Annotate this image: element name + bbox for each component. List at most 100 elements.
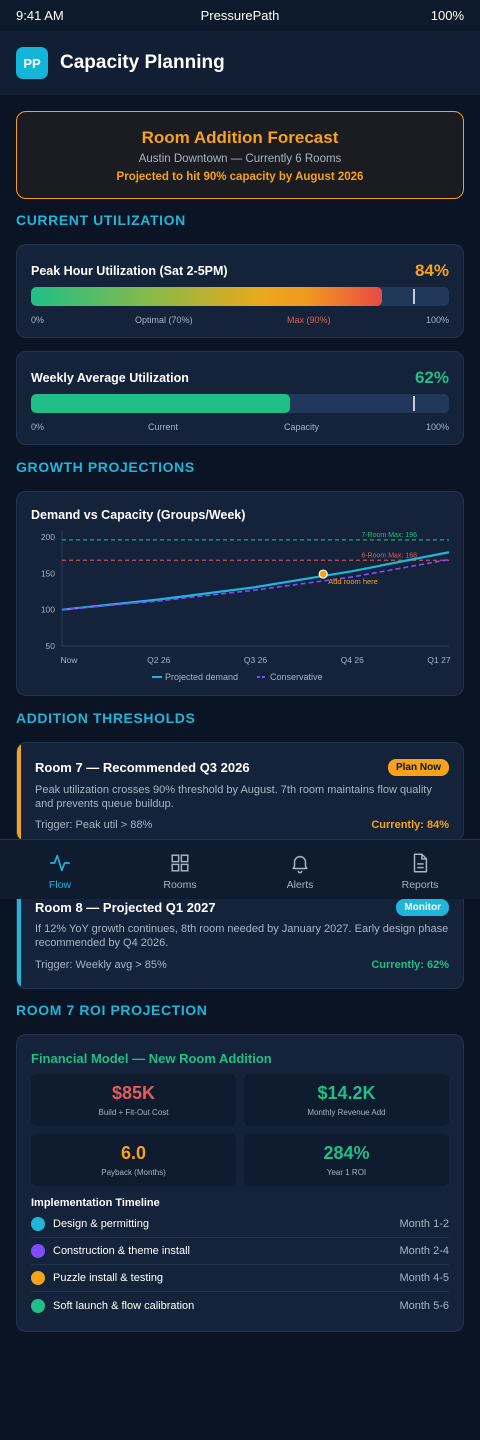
peak-scale-labels: 0% Optimal (70%) Max (90%) 100% [31, 315, 449, 327]
timeline-months: Month 2-4 [399, 1245, 449, 1257]
monitor-badge[interactable]: Monitor [396, 899, 449, 916]
stat-label: Year 1 ROI [326, 1168, 367, 1177]
nav-item-reports[interactable]: Reports [360, 840, 480, 899]
stat-value: $85K [111, 1083, 156, 1103]
timeline-title: Implementation Timeline [31, 1197, 160, 1209]
weekly-scale-capacity: Capacity [284, 422, 320, 432]
nav-label-reports: Reports [401, 879, 439, 891]
roi-card-title: Financial Model — New Room Addition [31, 1051, 272, 1066]
timeline-dot [31, 1244, 45, 1258]
stat-monthly-revenue: $14.2K Monthly Revenue Add [244, 1074, 449, 1126]
threshold-current: Currently: 62% [371, 959, 449, 971]
weekly-utilization-card: Weekly Average Utilization 62% 0% Curren… [16, 351, 464, 445]
threshold-card-room-7[interactable]: Room 7 — Recommended Q3 2026 Plan Now Pe… [16, 742, 464, 842]
timeline-step: Soft launch & flow calibration [53, 1299, 195, 1312]
weekly-scale-labels: 0% Current Capacity 100% [31, 422, 449, 434]
threshold-title: Room 8 — Projected Q1 2027 [35, 900, 216, 915]
peak-scale-min: 0% [31, 315, 45, 325]
weekly-scale-min: 0% [31, 422, 45, 432]
series-line [61, 551, 450, 611]
annotation-marker [318, 569, 328, 579]
peak-scale-max: Max (90%) [287, 315, 331, 325]
timeline-row: Puzzle install & testing Month 4-5 [31, 1265, 449, 1292]
grid-icon [171, 854, 189, 872]
threshold-trigger: Trigger: Peak util > 88% [35, 819, 153, 831]
y-tick-label: 50 [46, 641, 56, 651]
peak-scale-full: 100% [425, 315, 449, 325]
section-title-roi: ROOM 7 ROI PROJECTION [16, 1002, 208, 1018]
annotation-label: Add room here [328, 577, 378, 586]
y-tick-label: 200 [41, 532, 55, 542]
status-battery: 100% [430, 8, 464, 23]
legend-label: Conservative [270, 672, 323, 682]
demand-capacity-chart: 200 150 100 50 Now Q2 26 Q3 26 Q4 26 Q1 27 7-Room… [41, 531, 451, 682]
timeline-months: Month 4-5 [399, 1272, 449, 1284]
page-title: Capacity Planning [60, 52, 225, 73]
stat-value: 284% [323, 1143, 370, 1163]
reference-line-label: 7-Room Max: 196 [361, 532, 417, 539]
timeline-row: Soft launch & flow calibration Month 5-6 [31, 1292, 449, 1319]
activity-icon [50, 854, 70, 872]
weekly-utilization-bar [31, 394, 449, 413]
app-header: PP Capacity Planning [0, 31, 480, 95]
timeline-row: Design & permitting Month 1-2 [31, 1211, 449, 1238]
app-logo[interactable]: PP [16, 47, 48, 79]
timeline-step: Puzzle install & testing [53, 1272, 164, 1284]
plan-now-badge[interactable]: Plan Now [387, 759, 449, 776]
status-app-name: PressurePath [200, 8, 280, 23]
timeline-dot [31, 1217, 45, 1231]
stat-value: $14.2K [317, 1083, 376, 1103]
x-tick-label: Now [60, 655, 78, 665]
reference-line-label: 6-Room Max: 168 [361, 552, 417, 559]
y-tick-label: 150 [41, 568, 55, 578]
stat-year1-roi: 284% Year 1 ROI [244, 1134, 449, 1186]
peak-utilization-bar [31, 287, 449, 306]
timeline-months: Month 1-2 [399, 1218, 449, 1230]
nav-label-flow: Flow [48, 879, 72, 891]
threshold-accent [17, 743, 21, 841]
forecast-banner: Room Addition Forecast Austin Downtown —… [16, 111, 464, 199]
peak-scale-optimal: Optimal (70%) [135, 315, 193, 325]
nav-label-alerts: Alerts [286, 879, 314, 891]
y-tick-label: 100 [41, 605, 55, 615]
peak-max-marker [413, 289, 416, 304]
nav-item-rooms[interactable]: Rooms [120, 840, 240, 899]
peak-utilization-card: Peak Hour Utilization (Sat 2-5PM) 84% 0%… [16, 244, 464, 338]
x-tick-label: Q3 26 [244, 655, 267, 665]
timeline-months: Month 5-6 [399, 1299, 449, 1312]
threshold-description: If 12% YoY growth continues, 8th room ne… [35, 923, 449, 949]
peak-utilization-value: 84% [414, 261, 449, 280]
stat-label: Build + Fit-Out Cost [98, 1108, 169, 1117]
timeline-dot [31, 1271, 45, 1285]
x-tick-label: Q4 26 [341, 655, 364, 665]
nav-item-alerts[interactable]: Alerts [240, 840, 360, 899]
stat-value: 6.0 [120, 1143, 147, 1163]
forecast-title: Room Addition Forecast [141, 128, 339, 147]
nav-item-flow[interactable]: Flow [0, 840, 120, 899]
timeline-step: Design & permitting [53, 1218, 149, 1230]
weekly-scale-current: Current [148, 422, 179, 432]
threshold-trigger: Trigger: Weekly avg > 85% [35, 959, 167, 971]
bell-icon [292, 855, 308, 874]
weekly-scale-full: 100% [425, 422, 449, 432]
threshold-current: Currently: 84% [371, 819, 449, 831]
status-bar: 9:41 AM PressurePath 100% [0, 0, 480, 31]
threshold-description: Peak utilization crosses 90% threshold b… [35, 784, 432, 810]
nav-label-rooms: Rooms [163, 879, 197, 891]
weekly-utilization-value: 62% [414, 368, 449, 387]
section-title-growth: GROWTH PROJECTIONS [16, 459, 195, 475]
x-tick-label: Q2 26 [147, 655, 170, 665]
roi-card: Financial Model — New Room Addition $85K… [16, 1034, 464, 1332]
legend-label: Projected demand [165, 672, 238, 682]
stat-label: Payback (Months) [101, 1168, 166, 1177]
threshold-title: Room 7 — Recommended Q3 2026 [35, 760, 250, 775]
status-time: 9:41 AM [16, 8, 64, 23]
stat-payback: 6.0 Payback (Months) [31, 1134, 236, 1186]
timeline-step: Construction & theme install [53, 1245, 190, 1257]
x-tick-label: Q1 27 [427, 655, 450, 665]
bottom-nav: Flow Rooms Alerts Reports [0, 839, 480, 899]
weekly-capacity-marker [413, 396, 416, 411]
peak-utilization-label: Peak Hour Utilization (Sat 2-5PM) [31, 264, 228, 278]
threshold-accent [17, 881, 21, 988]
weekly-utilization-fill [31, 394, 291, 413]
